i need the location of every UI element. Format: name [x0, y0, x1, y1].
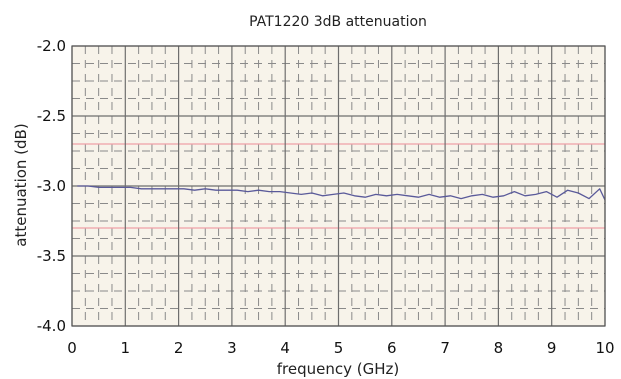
- y-tick-labels: -2.0 -2.5 -3.0 -3.5 -4.0: [37, 37, 66, 335]
- x-tick-label: 0: [67, 339, 77, 357]
- y-tick-label: -3.5: [37, 247, 66, 265]
- x-tick-label: 8: [494, 339, 504, 357]
- y-tick-label: -4.0: [37, 317, 66, 335]
- x-tick-label: 2: [174, 339, 184, 357]
- x-tick-label: 3: [227, 339, 237, 357]
- x-tick-label: 4: [280, 339, 290, 357]
- x-tick-label: 1: [121, 339, 131, 357]
- y-tick-label: -2.0: [37, 37, 66, 55]
- y-tick-label: -2.5: [37, 107, 66, 125]
- x-axis-label: frequency (GHz): [277, 360, 399, 378]
- x-tick-label: 7: [440, 339, 450, 357]
- series-line: [77, 185, 606, 201]
- x-tick-label: 10: [595, 339, 614, 357]
- x-tick-label: 5: [334, 339, 344, 357]
- x-tick-labels: 0 1 2 3 4 5 6 7 8 9 10: [67, 339, 614, 357]
- x-tick-label: 9: [547, 339, 557, 357]
- series-group: [77, 185, 606, 201]
- y-tick-label: -3.0: [37, 177, 66, 195]
- y-axis-label: attenuation (dB): [12, 123, 30, 246]
- chart-title: PAT1220 3dB attenuation: [249, 14, 427, 30]
- x-tick-label: 6: [387, 339, 397, 357]
- plot-frame: [71, 45, 606, 327]
